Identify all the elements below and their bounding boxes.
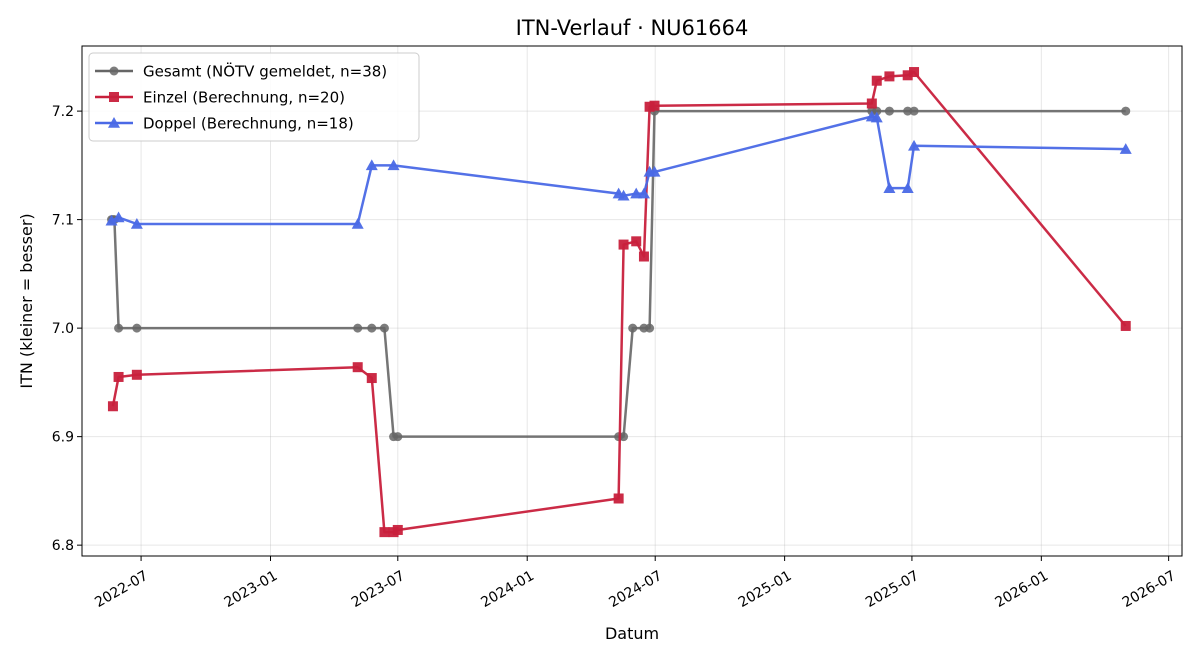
- series-1-point: [379, 323, 389, 333]
- series-2-point: [884, 71, 895, 82]
- series-1-point: [1121, 106, 1131, 116]
- series-2-point: [613, 493, 624, 504]
- series-2-point: [631, 236, 642, 247]
- series-2-point: [352, 362, 363, 373]
- series-3-point: [365, 159, 378, 171]
- series-2-point: [649, 100, 660, 111]
- series-1-point: [393, 432, 403, 442]
- series-1-point: [619, 432, 629, 442]
- series-3-point: [387, 159, 400, 171]
- series-2-point: [618, 239, 629, 250]
- series-3-point: [351, 217, 364, 229]
- legend-label: Doppel (Berechnung, n=18): [143, 115, 354, 133]
- y-tick-label: 6.9: [52, 430, 74, 446]
- legend-swatch-marker: [108, 117, 120, 128]
- series-2-point: [107, 401, 118, 412]
- series-2-point: [131, 369, 142, 380]
- series-1-point: [884, 106, 894, 116]
- legend-box: [88, 52, 420, 142]
- series-3-point: [617, 189, 630, 201]
- legend-swatch-marker: [109, 92, 119, 102]
- series-2-point: [1120, 320, 1131, 331]
- series-3-point: [883, 182, 896, 193]
- y-axis-label: ITN (kleiner = besser): [17, 213, 36, 388]
- y-tick-label: 7.0: [52, 321, 74, 337]
- plot-frame: [81, 45, 1183, 557]
- series-layer: [105, 67, 1132, 538]
- series-2-point: [638, 251, 649, 262]
- series-2-point: [871, 75, 882, 86]
- x-axis-label: Datum: [605, 624, 659, 643]
- series-2-point: [366, 373, 377, 384]
- series-3-point: [130, 217, 143, 229]
- series-3-point: [648, 165, 661, 177]
- y-tick-label: 7.2: [52, 104, 74, 120]
- series-3-point: [870, 111, 883, 123]
- series-3-point: [105, 214, 118, 226]
- series-2-point: [113, 371, 124, 382]
- legend: Gesamt (NÖTV gemeldet, n=38) Einzel (Bere…: [88, 52, 420, 142]
- series-1-point: [114, 323, 124, 333]
- series-1-point: [132, 323, 142, 333]
- series-3-point: [630, 187, 643, 199]
- series-1-point: [903, 106, 913, 116]
- legend-label: Einzel (Berechnung, n=20): [143, 89, 345, 107]
- series-1-point: [353, 323, 363, 333]
- series-2-point: [392, 524, 403, 535]
- series-2: [107, 67, 1131, 538]
- chart-title: ITN-Verlauf · NU61664: [516, 16, 749, 40]
- series-1-point: [872, 106, 882, 116]
- series-3: [105, 110, 1132, 229]
- y-tick-label: 6.8: [52, 538, 74, 554]
- series-3-point: [112, 211, 125, 223]
- series-1-point: [628, 323, 638, 333]
- series-2-point: [902, 70, 913, 81]
- series-2-point: [379, 527, 390, 538]
- series-2-point: [866, 98, 877, 109]
- series-3-point: [908, 139, 921, 151]
- y-tick-label: 7.1: [52, 213, 74, 229]
- series-1-point: [367, 323, 377, 333]
- series-3-point: [637, 187, 650, 199]
- series-1-point: [909, 106, 919, 116]
- series-3-point: [901, 182, 914, 193]
- series-3-point: [1119, 143, 1132, 154]
- series-2-point: [909, 67, 920, 78]
- series-1-point: [645, 323, 655, 333]
- legend-swatch-marker: [109, 66, 119, 76]
- legend-label: Gesamt (NÖTV gemeldet, n=38): [143, 62, 387, 81]
